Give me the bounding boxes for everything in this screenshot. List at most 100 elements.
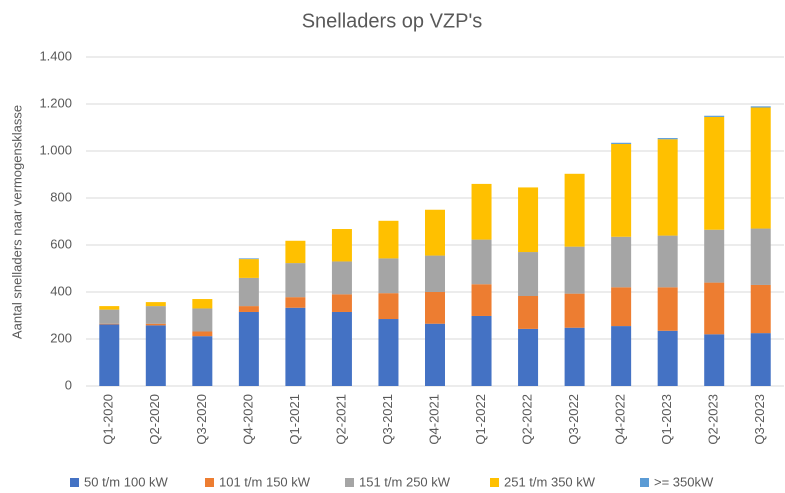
legend-label: >= 350kW bbox=[654, 474, 714, 489]
y-axis-label: Aantal snelladers naar vermogensklasse bbox=[9, 105, 24, 339]
x-tick-label: Q2-2021 bbox=[333, 394, 348, 445]
bar-segment bbox=[238, 259, 259, 278]
bar-segment bbox=[518, 295, 539, 329]
bar-segment bbox=[750, 228, 771, 285]
bar-segment bbox=[564, 293, 585, 328]
bar-segment bbox=[518, 187, 539, 253]
bar-segment bbox=[425, 323, 445, 386]
bar-segment bbox=[285, 263, 306, 298]
bar-segment bbox=[192, 331, 213, 337]
bar-segment bbox=[331, 229, 352, 262]
legend-swatch bbox=[640, 478, 649, 487]
bar-segment bbox=[99, 309, 120, 324]
bar-segment bbox=[331, 294, 352, 312]
bar-segment bbox=[238, 258, 259, 260]
x-tick-label: Q4-2020 bbox=[240, 394, 255, 445]
x-tick-label: Q1-2023 bbox=[659, 394, 674, 445]
bar-segment bbox=[704, 282, 725, 335]
y-tick-label: 200 bbox=[50, 330, 72, 345]
bar-segment bbox=[425, 209, 445, 256]
bar-segment bbox=[657, 330, 678, 386]
bar-segment bbox=[564, 246, 585, 294]
y-tick-label: 1.000 bbox=[39, 142, 72, 157]
bar-segment bbox=[238, 306, 259, 312]
bar-segment bbox=[378, 319, 399, 386]
bar-segment bbox=[192, 308, 213, 332]
bar-segment bbox=[657, 139, 678, 236]
bar-segment bbox=[378, 220, 399, 259]
bar-segment bbox=[657, 138, 678, 140]
x-tick-label: Q3-2021 bbox=[380, 394, 395, 445]
x-tick-label: Q1-2022 bbox=[473, 394, 488, 445]
bar-segment bbox=[145, 306, 166, 324]
bar-segment bbox=[99, 306, 120, 310]
bar-segment bbox=[750, 333, 771, 386]
bar-segment bbox=[564, 327, 585, 386]
bar-segment bbox=[704, 116, 725, 230]
x-tick-label: Q1-2021 bbox=[287, 394, 302, 445]
bar-segment bbox=[192, 336, 213, 386]
y-tick-label: 0 bbox=[65, 377, 72, 392]
bar-segment bbox=[518, 328, 539, 386]
x-tick-label: Q3-2023 bbox=[752, 394, 767, 445]
bar-segment bbox=[471, 284, 492, 316]
legend-swatch bbox=[205, 478, 214, 487]
y-tick-label: 1.400 bbox=[39, 48, 72, 63]
x-tick-label: Q4-2022 bbox=[613, 394, 628, 445]
bar-segment bbox=[378, 293, 399, 320]
bar-segment bbox=[611, 143, 632, 237]
x-tick-label: Q2-2023 bbox=[706, 394, 721, 445]
bar-segment bbox=[704, 334, 725, 386]
bar-segment bbox=[99, 324, 120, 386]
bar-segment bbox=[285, 307, 306, 386]
bar-segment bbox=[145, 325, 166, 386]
bar-segment bbox=[425, 292, 445, 324]
bar-segment bbox=[518, 252, 539, 296]
bar-segment bbox=[471, 183, 492, 240]
legend-label: 101 t/m 150 kW bbox=[219, 474, 311, 489]
x-tick-label: Q3-2020 bbox=[194, 394, 209, 445]
bar-segment bbox=[331, 261, 352, 295]
legend-swatch bbox=[345, 478, 354, 487]
legend-label: 151 t/m 250 kW bbox=[359, 474, 451, 489]
bar-segment bbox=[145, 323, 166, 326]
bar-segment bbox=[657, 287, 678, 331]
legend-label: 50 t/m 100 kW bbox=[84, 474, 169, 489]
bar-segment bbox=[471, 315, 492, 386]
bar-segment bbox=[378, 258, 399, 294]
bar-segment bbox=[611, 287, 632, 327]
bar-segment bbox=[704, 115, 725, 117]
x-tick-label: Q4-2021 bbox=[426, 394, 441, 445]
bar-segment bbox=[331, 311, 352, 386]
bar-segment bbox=[99, 323, 120, 325]
x-tick-label: Q1-2020 bbox=[101, 394, 116, 445]
bar-segment bbox=[564, 173, 585, 247]
x-tick-label: Q2-2020 bbox=[147, 394, 162, 445]
bar-segment bbox=[611, 326, 632, 386]
legend-swatch bbox=[490, 478, 499, 487]
bar-segment bbox=[145, 302, 166, 307]
bar-segment bbox=[611, 142, 632, 144]
bar-segment bbox=[611, 236, 632, 288]
bar-segment bbox=[750, 107, 771, 229]
bar-segment bbox=[238, 277, 259, 307]
bar-segment bbox=[238, 311, 259, 386]
y-tick-label: 600 bbox=[50, 236, 72, 251]
legend-swatch bbox=[70, 478, 79, 487]
chart-title: Snelladers op VZP's bbox=[302, 10, 483, 32]
bar-segment bbox=[750, 106, 771, 108]
bar-segment bbox=[471, 239, 492, 285]
bar-segment bbox=[704, 229, 725, 283]
bar-segment bbox=[750, 284, 771, 334]
bar-segment bbox=[192, 299, 213, 309]
legend-label: 251 t/m 350 kW bbox=[504, 474, 596, 489]
bar-segment bbox=[285, 297, 306, 308]
y-tick-label: 800 bbox=[50, 189, 72, 204]
bar-segment bbox=[285, 240, 306, 264]
bar-segment bbox=[657, 235, 678, 288]
x-tick-label: Q2-2022 bbox=[520, 394, 535, 445]
bar-segment bbox=[425, 255, 445, 292]
y-tick-label: 400 bbox=[50, 283, 72, 298]
x-tick-label: Q3-2022 bbox=[566, 394, 581, 445]
